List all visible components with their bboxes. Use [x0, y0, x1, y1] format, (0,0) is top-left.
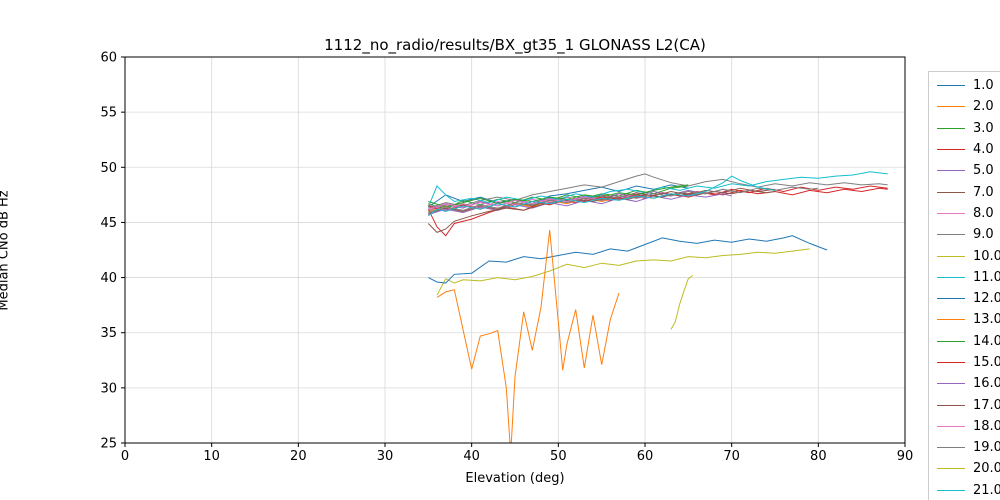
legend-line-swatch — [937, 127, 965, 129]
legend-item-19.0: 19.0 — [937, 437, 1000, 458]
y-tick-label: 35 — [100, 326, 117, 341]
x-tick-label: 20 — [290, 449, 307, 464]
legend-label: 18.0 — [973, 418, 1000, 434]
series-line-12.0 — [428, 235, 828, 284]
y-tick-label: 25 — [100, 437, 117, 452]
series-line-14.0 — [428, 184, 689, 208]
x-tick-label: 40 — [463, 449, 480, 464]
legend-line-swatch — [937, 106, 965, 108]
legend-line-swatch — [937, 319, 965, 321]
series-line-20.0 — [670, 274, 694, 330]
legend-item-12.0: 12.0 — [937, 288, 1000, 309]
legend: 1.0 2.0 3.0 4.0 5.0 7.0 8.0 9.0 10.0 11.0 12.0 13.0… — [928, 71, 1000, 500]
legend-line-swatch — [937, 383, 965, 385]
series-line-4.0 — [427, 185, 888, 237]
series-line-5.0 — [428, 188, 732, 211]
legend-item-9.0: 9.0 — [937, 224, 1000, 245]
legend-line-swatch — [937, 404, 965, 406]
legend-item-10.0: 10.0 — [937, 245, 1000, 266]
series-line-1.0 — [428, 184, 689, 208]
legend-label: 20.0 — [973, 461, 1000, 477]
series-line-9.0 — [428, 173, 888, 209]
legend-label: 11.0 — [973, 269, 1000, 285]
legend-line-swatch — [937, 447, 965, 449]
legend-line-swatch — [937, 234, 965, 236]
legend-item-15.0: 15.0 — [937, 352, 1000, 373]
legend-item-3.0: 3.0 — [937, 118, 1000, 139]
y-tick-label: 50 — [100, 161, 117, 176]
legend-label: 15.0 — [973, 355, 1000, 370]
x-tick-label: 10 — [203, 449, 220, 464]
legend-label: 16.0 — [973, 376, 1000, 392]
legend-item-5.0: 5.0 — [937, 160, 1000, 181]
legend-line-swatch — [937, 468, 965, 470]
legend-label: 1.0 — [973, 78, 994, 94]
y-tick-label: 60 — [100, 51, 117, 66]
legend-line-swatch — [937, 276, 965, 278]
legend-item-16.0: 16.0 — [937, 373, 1000, 394]
legend-item-21.0: 21.0 — [937, 480, 1000, 500]
x-tick-label: 60 — [637, 449, 654, 464]
series-line-13.0 — [436, 230, 620, 443]
legend-line-swatch — [937, 212, 965, 214]
legend-line-swatch — [937, 489, 965, 491]
legend-line-swatch — [937, 149, 965, 151]
legend-label: 13.0 — [973, 312, 1000, 328]
y-tick-label: 30 — [100, 381, 117, 396]
legend-item-13.0: 13.0 — [937, 309, 1000, 330]
legend-label: 12.0 — [973, 291, 1000, 307]
legend-label: 10.0 — [973, 248, 1000, 264]
legend-line-swatch — [937, 362, 965, 363]
series-line-17.0 — [427, 189, 776, 233]
y-tick-label: 45 — [100, 216, 117, 231]
x-tick-label: 50 — [550, 449, 567, 464]
legend-item-1.0: 1.0 — [937, 75, 1000, 96]
legend-line-swatch — [937, 298, 965, 300]
x-axis-label: Elevation (deg) — [465, 471, 565, 486]
x-tick-label: 30 — [377, 449, 394, 464]
series-line-3.0 — [428, 185, 689, 210]
legend-item-7.0: 7.0 — [937, 181, 1000, 202]
legend-item-14.0: 14.0 — [937, 331, 1000, 352]
legend-item-20.0: 20.0 — [937, 458, 1000, 479]
legend-item-18.0: 18.0 — [937, 416, 1000, 437]
axes-spines — [124, 56, 906, 444]
legend-label: 21.0 — [973, 482, 1000, 498]
legend-line-swatch — [937, 340, 965, 342]
legend-label: 8.0 — [973, 205, 994, 221]
legend-label: 14.0 — [973, 333, 1000, 349]
legend-label: 7.0 — [973, 184, 994, 200]
x-tick-label: 70 — [723, 449, 740, 464]
legend-item-8.0: 8.0 — [937, 203, 1000, 224]
legend-label: 17.0 — [973, 397, 1000, 413]
legend-line-swatch — [937, 425, 965, 427]
legend-line-swatch — [937, 170, 965, 172]
legend-label: 9.0 — [973, 227, 994, 243]
legend-item-2.0: 2.0 — [937, 96, 1000, 117]
chart-title: 1112_no_radio/results/BX_gt35_1 GLONASS … — [324, 36, 706, 54]
legend-item-4.0: 4.0 — [937, 139, 1000, 160]
y-tick-label: 55 — [100, 106, 117, 121]
legend-label: 5.0 — [973, 163, 994, 179]
legend-label: 19.0 — [973, 440, 1000, 456]
legend-label: 3.0 — [973, 120, 994, 136]
series-line-21.0 — [427, 175, 776, 217]
y-tick-label: 40 — [100, 271, 117, 286]
x-tick-label: 90 — [897, 449, 914, 464]
series-line-19.0 — [428, 186, 819, 213]
legend-item-17.0: 17.0 — [937, 394, 1000, 415]
legend-item-11.0: 11.0 — [937, 267, 1000, 288]
legend-line-swatch — [937, 255, 965, 257]
legend-line-swatch — [937, 85, 965, 87]
legend-label: 4.0 — [973, 142, 994, 158]
legend-label: 2.0 — [973, 99, 994, 115]
series-line-10.0 — [436, 248, 810, 296]
x-tick-label: 0 — [121, 449, 129, 464]
legend-line-swatch — [937, 191, 965, 193]
x-tick-label: 80 — [810, 449, 827, 464]
